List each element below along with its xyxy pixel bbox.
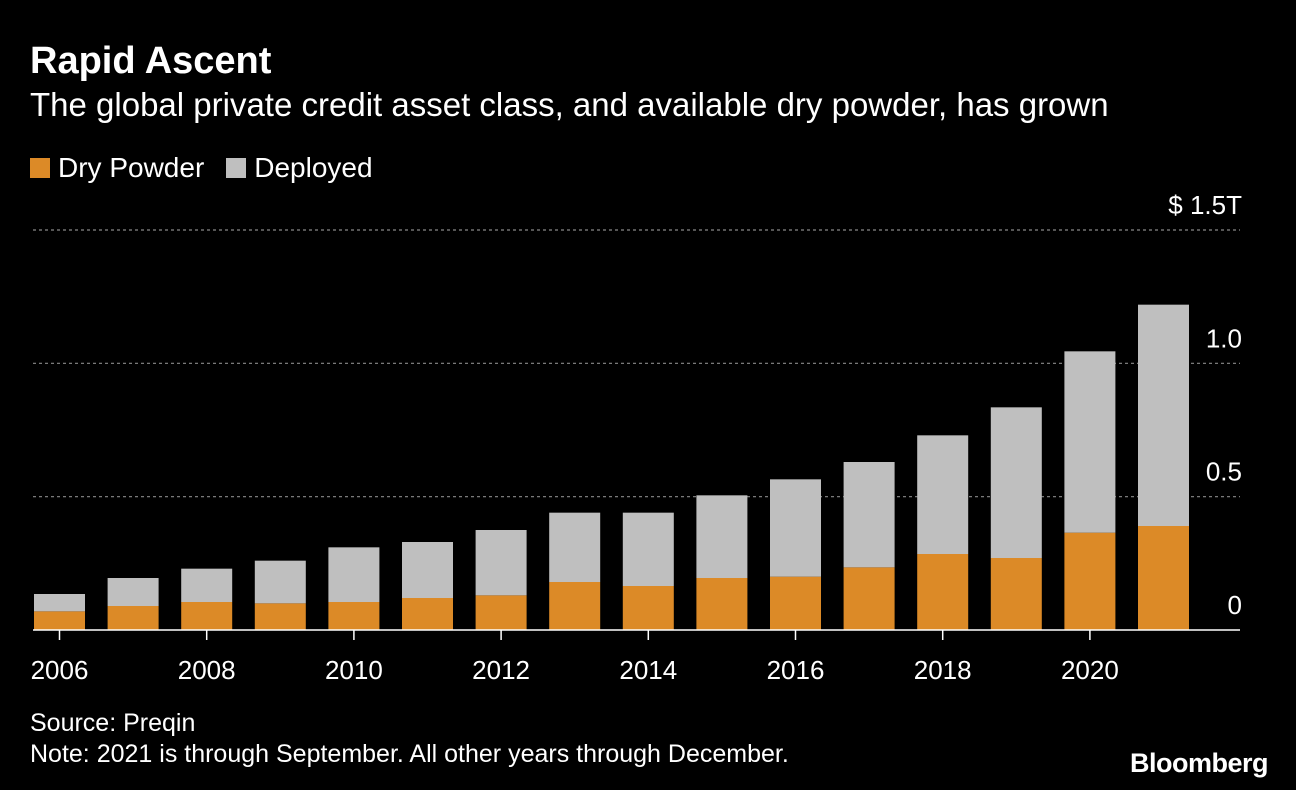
bar-dry-powder-2015 xyxy=(696,578,748,630)
bar-deployed-2007 xyxy=(107,578,159,606)
legend-swatch-deployed xyxy=(226,158,247,178)
x-tick-label-2010: 2010 xyxy=(325,655,383,685)
bar-deployed-2008 xyxy=(181,568,233,602)
bar-dry-powder-2019 xyxy=(990,558,1042,630)
bar-dry-powder-2017 xyxy=(843,567,895,630)
bar-deployed-2011 xyxy=(402,542,453,598)
bar-deployed-2021 xyxy=(1138,304,1189,526)
bloomberg-logo: Bloomberg xyxy=(1129,748,1269,778)
bar-deployed-2018 xyxy=(917,435,969,554)
bar-dry-powder-2011 xyxy=(402,598,453,630)
bar-dry-powder-2006 xyxy=(34,611,85,630)
x-tick-label-2008: 2008 xyxy=(178,655,236,685)
bar-deployed-2013 xyxy=(549,512,601,582)
bar-dry-powder-2013 xyxy=(549,582,601,630)
legend-swatch-dry-powder xyxy=(30,158,50,178)
bar-dry-powder-2016 xyxy=(770,576,821,630)
bar-dry-powder-2018 xyxy=(917,554,969,630)
x-tick-label-2020: 2020 xyxy=(1061,655,1119,685)
bar-dry-powder-2020 xyxy=(1064,532,1116,630)
y-tick-label-1: 0.5 xyxy=(1206,457,1242,487)
bar-deployed-2009 xyxy=(254,560,306,604)
x-tick-label-2016: 2016 xyxy=(767,655,825,685)
x-tick-label-2014: 2014 xyxy=(619,655,677,685)
y-tick-label-0: 0 xyxy=(1228,590,1242,620)
bar-deployed-2010 xyxy=(328,547,380,602)
y-tick-label-2: 1.0 xyxy=(1206,323,1242,353)
bar-dry-powder-2008 xyxy=(181,602,233,630)
bar-dry-powder-2021 xyxy=(1138,526,1189,630)
y-tick-label-3: $ 1.5T xyxy=(1168,190,1242,220)
legend-label-deployed: Deployed xyxy=(254,152,373,183)
bar-deployed-2019 xyxy=(990,407,1042,558)
legend-item-dry-powder: Dry Powder xyxy=(30,152,204,184)
legend-label-dry-powder: Dry Powder xyxy=(58,152,205,183)
bar-deployed-2020 xyxy=(1064,351,1116,533)
chart-subtitle: The global private credit asset class, a… xyxy=(30,86,1109,123)
bar-deployed-2016 xyxy=(770,479,821,577)
bar-deployed-2015 xyxy=(696,495,748,578)
bar-deployed-2017 xyxy=(843,462,895,568)
bar-dry-powder-2014 xyxy=(622,586,674,630)
bar-dry-powder-2007 xyxy=(107,606,159,630)
bar-dry-powder-2009 xyxy=(254,603,306,630)
bar-deployed-2014 xyxy=(622,512,674,586)
x-tick-label-2018: 2018 xyxy=(914,655,972,685)
note-text: Note: 2021 is through September. All oth… xyxy=(30,740,789,768)
legend-item-deployed: Deployed xyxy=(226,152,373,184)
chart-notes: Source: Preqin Note: 2021 is through Sep… xyxy=(30,708,789,770)
legend: Dry Powder Deployed xyxy=(30,152,395,184)
bar-dry-powder-2012 xyxy=(475,595,527,630)
bar-deployed-2012 xyxy=(475,530,527,596)
chart-title: Rapid Ascent xyxy=(30,40,272,82)
bar-dry-powder-2010 xyxy=(328,602,380,630)
x-tick-label-2012: 2012 xyxy=(472,655,530,685)
x-tick-label-2006: 2006 xyxy=(31,655,89,685)
bar-deployed-2006 xyxy=(34,594,85,612)
source-text: Source: Preqin xyxy=(30,709,196,737)
